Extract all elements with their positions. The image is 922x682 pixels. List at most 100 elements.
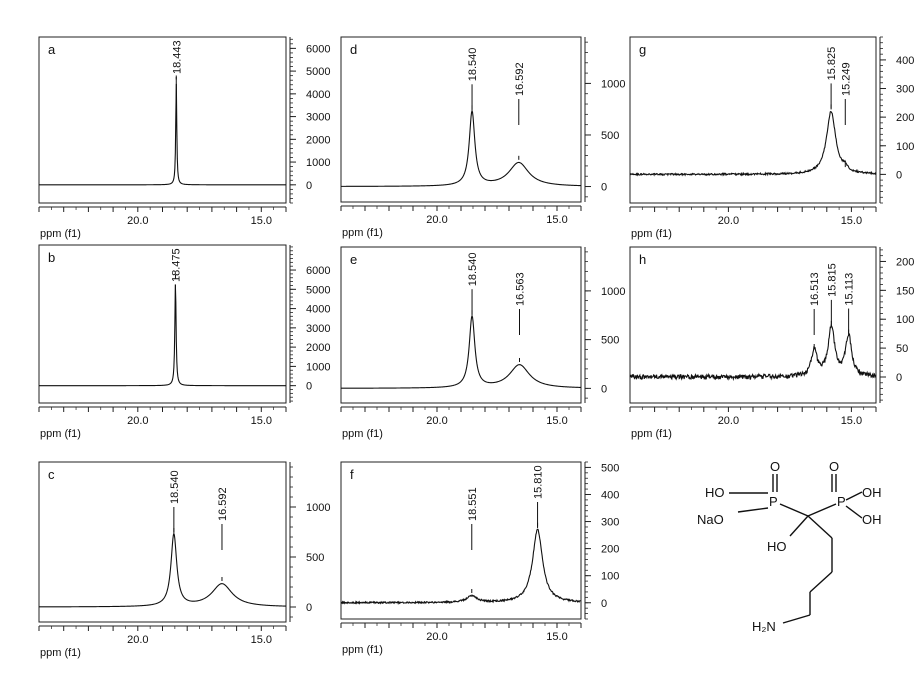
plot-frame [38,36,287,204]
peak-label: 18.540 [169,470,181,504]
spectrum-line [629,323,877,382]
y-tick-label: 500 [601,462,619,474]
y-tick-label: 3000 [306,323,330,335]
y-tick-label: 0 [306,602,312,614]
y-tick-label: 5000 [306,66,330,78]
atom-oh-top: OH [862,485,882,500]
plot-frame [340,36,582,203]
x-axis-label: ppm (f1) [342,227,383,239]
x-tick-label: 20.0 [127,215,148,227]
spectrum-panel-h: h 16.513 15.815 15.113 200 150 100 50 0 20.0 15.0 p… [629,246,914,440]
atom-nao: NaO [697,512,724,527]
x-axis-label: ppm (f1) [342,428,383,440]
peak-label: 18.551 [467,487,479,521]
plot-frame [629,246,877,404]
spectrum-line [340,528,582,606]
x-axis-label: ppm (f1) [40,647,81,659]
plot-frame [340,461,582,620]
spectrum-panel-d: d 18.540 16.592 1000 500 0 20.0 15.0 ppm (f1) [340,36,625,239]
y-tick-label: 200 [896,256,914,268]
spectrum-line [341,314,582,389]
y-tick-label: 100 [896,141,914,153]
atom-ho-center: HO [767,539,787,554]
y-tick-label: 2000 [306,342,330,354]
panel-label: h [639,252,646,267]
peak-label: 18.540 [467,253,479,287]
x-tick-label: 20.0 [718,215,739,227]
atom-o-left: O [770,459,780,474]
peak-label: 15.815 [826,263,838,297]
y-tick-label: 1000 [601,78,625,90]
peak-label: 16.592 [217,487,229,521]
spectrum-panel-a: a 18.443 6000 5000 4000 3000 2000 1000 0 20.0 15.0… [38,36,330,240]
x-tick-label: 15.0 [841,215,862,227]
y-tick-label: 0 [601,182,607,194]
peak-label: 15.113 [844,273,856,306]
x-tick-label: 20.0 [426,214,447,226]
peak-label: 15.810 [533,465,545,499]
x-tick-label: 15.0 [546,631,567,643]
peak-label: 15.825 [826,47,838,81]
y-tick-label: 500 [601,130,619,142]
panel-label: e [350,252,357,267]
x-tick-label: 20.0 [426,631,447,643]
y-tick-label: 500 [306,552,324,564]
spectrum-panel-e: e 18.540 16.563 1000 500 0 20.0 15.0 ppm (f1) [340,246,625,440]
peak-label: 16.563 [514,272,526,306]
atom-o-right: O [829,459,839,474]
y-tick-label: 0 [306,180,312,192]
chemical-structure: HO NaO P O P O OH OH HO H₂N [697,459,882,634]
plot-frame [38,461,287,623]
atom-p-right: P [837,494,846,509]
atom-oh-bottom: OH [862,512,882,527]
y-tick-label: 200 [601,544,619,556]
panel-label: d [350,42,357,57]
panel-label: f [350,467,354,482]
y-tick-label: 300 [601,517,619,529]
x-tick-label: 15.0 [546,214,567,226]
x-axis-label: ppm (f1) [40,428,81,440]
y-tick-label: 1000 [306,157,330,169]
y-tick-label: 400 [601,489,619,501]
peak-label: 18.475 [170,248,182,282]
y-tick-label: 0 [601,598,607,610]
y-tick-label: 500 [601,335,619,347]
x-tick-label: 15.0 [546,415,567,427]
spectrum-line [39,284,286,387]
atom-nh2: H₂N [752,619,776,634]
x-tick-label: 20.0 [718,415,739,427]
x-tick-label: 20.0 [127,634,148,646]
structure-atom-labels: HO NaO P O P O OH OH HO H₂N [697,459,882,634]
x-axis-label: ppm (f1) [631,428,672,440]
y-tick-label: 200 [896,112,914,124]
x-tick-label: 15.0 [251,415,272,427]
y-tick-label: 100 [896,314,914,326]
plot-frame [629,36,877,204]
y-tick-label: 150 [896,285,914,297]
y-tick-label: 1000 [306,502,330,514]
spectrum-line [39,83,286,186]
peak-label: 16.513 [809,272,821,306]
y-tick-label: 5000 [306,284,330,296]
y-tick-label: 0 [896,372,902,384]
spectrum-panel-g: g 15.825 15.249 400 300 200 100 0 20.0 15.0 ppm (f… [629,36,914,240]
peak-label: 18.540 [467,48,479,82]
y-tick-label: 50 [896,343,908,355]
x-axis-label: ppm (f1) [342,644,383,656]
x-tick-label: 15.0 [841,415,862,427]
plot-frame [38,244,287,404]
y-tick-label: 3000 [306,112,330,124]
atom-ho-left: HO [705,485,725,500]
x-tick-label: 20.0 [127,415,148,427]
y-tick-label: 1000 [306,361,330,373]
panel-label: b [48,250,55,265]
panel-label: c [48,467,55,482]
peak-label: 16.592 [514,62,526,96]
y-tick-label: 0 [896,169,902,181]
y-tick-label: 400 [896,55,914,67]
spectrum-line [629,110,877,177]
x-tick-label: 15.0 [251,634,272,646]
x-axis-label: ppm (f1) [631,228,672,240]
